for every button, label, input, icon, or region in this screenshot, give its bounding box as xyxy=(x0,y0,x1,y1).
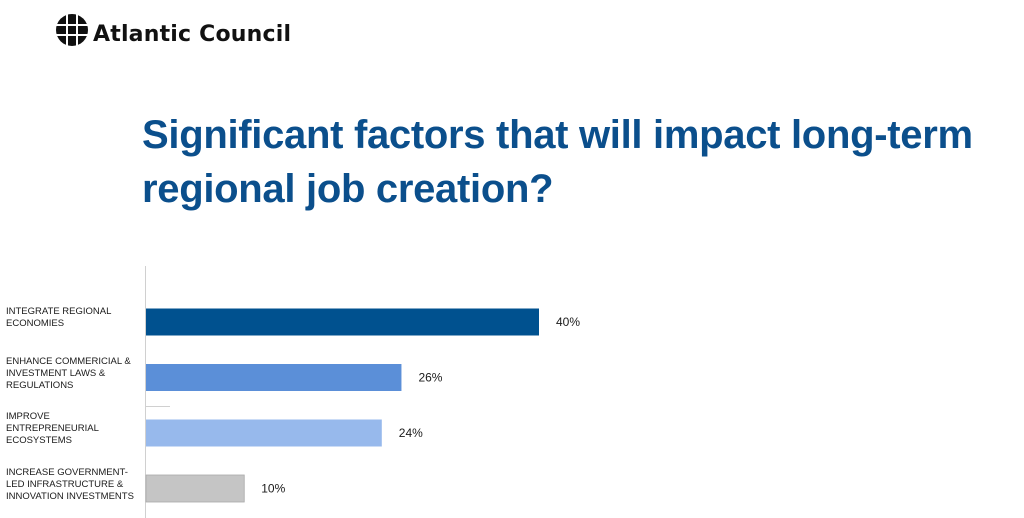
category-label: INTEGRATE REGIONAL ECONOMIES xyxy=(6,306,112,329)
bar-1 xyxy=(146,308,539,336)
bar-value-label: 10% xyxy=(261,482,285,496)
category-label: ENHANCE COMMERICIAL & INVESTMENT LAWS & … xyxy=(6,355,131,391)
chart-title: Significant factors that will impact lon… xyxy=(142,113,973,211)
brand-logo: Atlantic Council xyxy=(55,12,291,47)
brand-name: Atlantic Council xyxy=(93,22,292,47)
bar-value-label: 26% xyxy=(418,371,442,385)
bar-4 xyxy=(145,474,245,503)
bar-value-label: 40% xyxy=(556,315,580,329)
bar-chart: 40% 26% 24% 10% xyxy=(145,266,580,518)
bar-value-label: 24% xyxy=(399,426,423,440)
bar-3 xyxy=(146,419,382,447)
bar-2 xyxy=(146,364,402,391)
globe-icon xyxy=(56,13,88,46)
category-label: INCREASE GOVERNMENT-LED INFRASTRUCTURE &… xyxy=(6,466,134,502)
category-label: IMPROVE ENTREPRENEURIAL ECOSYSTEMS xyxy=(6,411,99,446)
